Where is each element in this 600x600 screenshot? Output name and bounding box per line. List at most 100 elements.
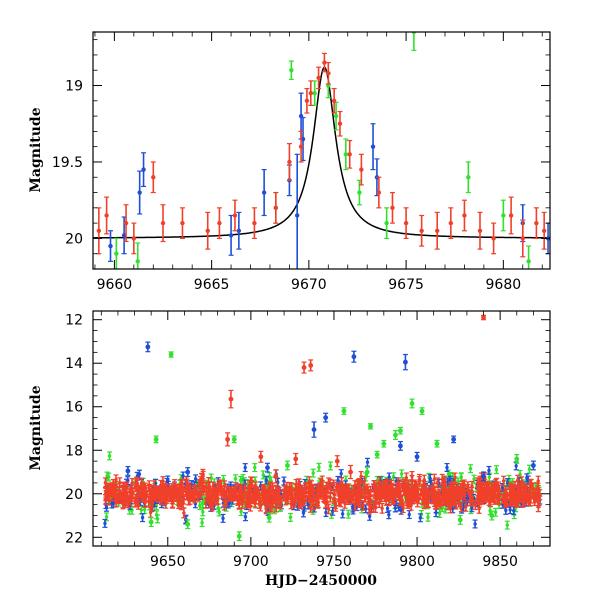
data-point bbox=[385, 506, 390, 511]
x-tick-label: 9675 bbox=[388, 277, 424, 293]
data-point bbox=[534, 220, 539, 226]
data-point bbox=[337, 121, 343, 126]
data-point bbox=[294, 213, 300, 218]
data-point bbox=[144, 490, 148, 495]
data-point bbox=[536, 479, 540, 483]
data-point bbox=[299, 501, 303, 506]
data-point bbox=[133, 485, 138, 489]
data-point bbox=[501, 479, 506, 483]
data-point bbox=[417, 497, 421, 501]
data-point bbox=[306, 503, 311, 507]
data-point bbox=[393, 506, 398, 510]
data-point bbox=[428, 476, 432, 481]
data-point bbox=[233, 477, 238, 481]
data-point bbox=[201, 510, 205, 514]
data-point bbox=[365, 460, 370, 464]
data-point bbox=[300, 136, 306, 142]
data-point bbox=[104, 515, 109, 519]
data-point bbox=[504, 508, 508, 513]
data-point bbox=[448, 220, 454, 226]
data-point bbox=[104, 505, 109, 510]
data-point bbox=[359, 167, 364, 172]
data-point bbox=[297, 482, 301, 486]
top-plot-area bbox=[93, 32, 550, 269]
data-point bbox=[435, 481, 440, 485]
data-point bbox=[462, 213, 467, 218]
data-point bbox=[477, 228, 483, 233]
data-point bbox=[236, 228, 242, 233]
bottom-plot-area bbox=[102, 314, 543, 542]
data-point bbox=[181, 474, 185, 478]
data-point bbox=[170, 500, 175, 505]
data-point bbox=[417, 479, 422, 484]
data-point bbox=[289, 492, 294, 496]
data-point bbox=[362, 479, 367, 483]
data-point bbox=[466, 497, 470, 501]
data-point bbox=[96, 228, 102, 233]
data-point bbox=[426, 515, 430, 519]
data-point bbox=[390, 205, 395, 211]
data-point bbox=[193, 477, 198, 481]
data-point bbox=[304, 98, 310, 104]
data-point bbox=[223, 495, 228, 499]
data-point bbox=[151, 175, 156, 180]
data-point bbox=[367, 507, 371, 511]
data-point bbox=[387, 475, 391, 479]
data-point bbox=[316, 75, 321, 81]
data-point bbox=[310, 491, 315, 496]
data-point bbox=[508, 213, 514, 218]
data-point bbox=[253, 465, 257, 470]
data-point bbox=[512, 508, 516, 513]
data-point bbox=[340, 512, 345, 516]
data-point bbox=[322, 60, 327, 65]
data-point bbox=[380, 506, 384, 511]
x-tick-label: 9665 bbox=[194, 277, 230, 293]
data-point bbox=[328, 495, 332, 499]
data-point bbox=[361, 503, 366, 508]
data-point bbox=[118, 489, 122, 493]
data-point bbox=[472, 477, 476, 481]
data-point bbox=[238, 478, 243, 483]
data-point bbox=[114, 251, 119, 256]
data-point bbox=[138, 490, 142, 495]
data-point bbox=[317, 465, 321, 469]
data-point bbox=[514, 464, 518, 468]
data-point bbox=[473, 522, 477, 526]
data-point bbox=[384, 220, 389, 226]
data-point bbox=[494, 467, 499, 472]
data-point bbox=[311, 471, 315, 475]
top-panel: 9660 9665 9670 9675 9680 19 19.5 20 Magnitude bbox=[28, 31, 551, 293]
data-point bbox=[198, 503, 202, 508]
data-point bbox=[520, 236, 525, 241]
data-point bbox=[264, 478, 269, 482]
data-point bbox=[418, 516, 423, 520]
data-point bbox=[331, 98, 337, 104]
y-tick-label: 19.5 bbox=[52, 155, 83, 171]
data-point bbox=[387, 513, 391, 517]
data-point bbox=[273, 205, 278, 211]
x-tick-label: 9670 bbox=[291, 277, 327, 293]
data-point bbox=[135, 259, 140, 264]
data-point bbox=[346, 497, 350, 502]
data-point bbox=[328, 464, 333, 468]
data-point bbox=[351, 506, 355, 510]
data-point bbox=[284, 494, 288, 498]
data-point bbox=[239, 509, 243, 514]
data-point bbox=[505, 523, 509, 527]
data-point bbox=[357, 190, 362, 195]
data-point bbox=[326, 71, 331, 76]
data-point bbox=[137, 472, 142, 476]
data-point bbox=[140, 515, 145, 520]
data-point bbox=[298, 144, 304, 149]
data-point bbox=[410, 484, 414, 489]
data-point bbox=[217, 220, 222, 226]
data-point bbox=[343, 152, 349, 157]
data-point bbox=[205, 228, 210, 233]
data-point bbox=[221, 516, 225, 521]
data-point bbox=[491, 236, 496, 241]
data-point bbox=[252, 220, 257, 226]
data-point bbox=[107, 454, 112, 458]
data-point bbox=[464, 504, 468, 509]
data-point bbox=[161, 479, 165, 484]
